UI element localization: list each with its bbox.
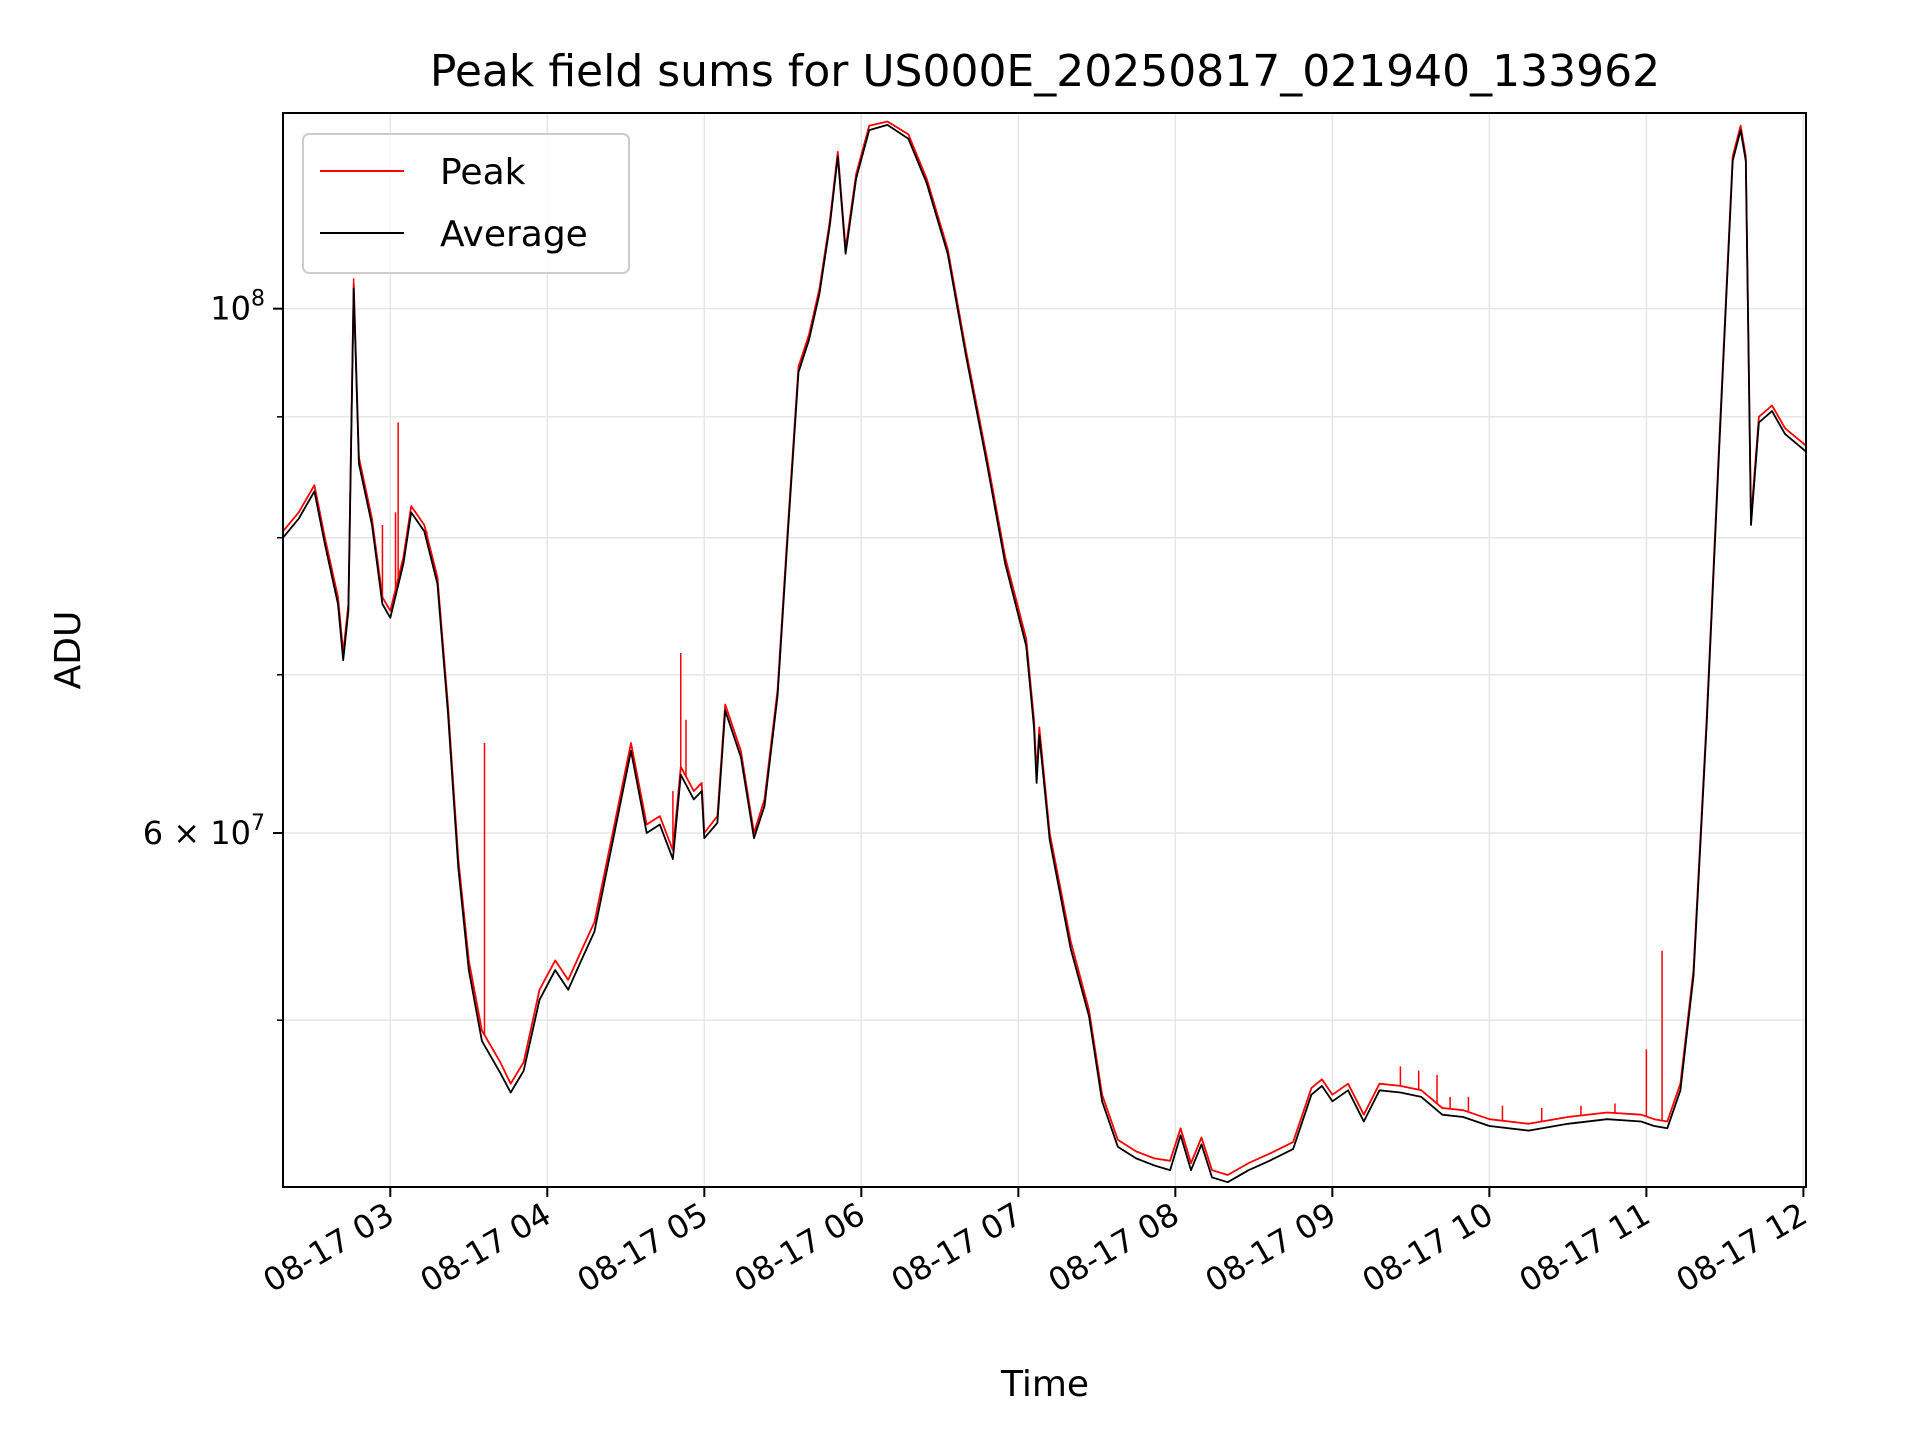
y-axis-label: ADU <box>48 611 89 690</box>
chart-title: Peak field sums for US000E_20250817_0219… <box>430 46 1660 97</box>
series-line-average <box>282 124 1807 1184</box>
y-tick-base: 10 <box>210 290 251 328</box>
y-tick-exponent: 7 <box>251 811 265 836</box>
plot-area: 08-17 03 08-17 04 08-17 05 08-17 06 08-17 07… <box>143 112 1813 1300</box>
y-tick-exponent: 8 <box>251 287 265 312</box>
y-axis: 6 × 107 108 <box>143 287 283 1021</box>
plot-background <box>283 113 1806 1187</box>
plot-frame <box>282 112 1807 1188</box>
y-tick-label: 108 <box>210 287 265 328</box>
legend-label-average: Average <box>440 214 588 255</box>
legend: Peak Average <box>302 133 630 274</box>
series-line-peak <box>282 120 1807 1176</box>
legend-label-peak: Peak <box>440 152 526 193</box>
x-axis-label: Time <box>1000 1364 1089 1405</box>
legend-box <box>302 133 630 274</box>
grid <box>283 113 1806 1187</box>
y-tick-label: 6 × 107 <box>143 811 265 852</box>
series-layer <box>282 120 1807 1184</box>
y-tick-base: 6 × 10 <box>143 814 251 852</box>
